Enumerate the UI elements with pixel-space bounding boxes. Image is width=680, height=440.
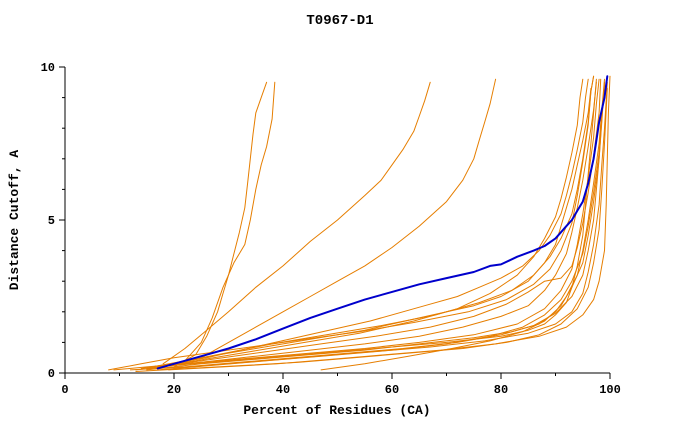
x-tick-label: 20 — [167, 383, 181, 397]
model-16-line — [146, 81, 597, 369]
x-tick-label: 60 — [385, 383, 399, 397]
model-02-line — [184, 81, 276, 362]
x-tick-label: 80 — [494, 383, 508, 397]
y-axis-label: Distance Cutoff, A — [7, 150, 22, 291]
model-08-line — [140, 78, 584, 369]
chart-title: T0967-D1 — [306, 13, 373, 29]
model-04-line — [200, 78, 497, 359]
x-tick-label: 40 — [276, 383, 290, 397]
y-tick-label: 0 — [48, 367, 55, 381]
model-12-line — [113, 78, 600, 371]
x-axis-label: Percent of Residues (CA) — [243, 403, 430, 418]
model-09-line — [157, 81, 608, 371]
model-07-line — [151, 87, 592, 368]
y-tick-label: 5 — [48, 214, 55, 228]
y-tick-label: 10 — [41, 61, 55, 75]
model-17-line — [157, 78, 602, 368]
model-15-line — [168, 75, 611, 371]
model-03-line — [162, 81, 431, 365]
x-tick-label: 0 — [61, 383, 68, 397]
model-10-line — [151, 78, 589, 368]
model-11-line — [129, 81, 605, 371]
model-14-line — [173, 84, 605, 369]
plot-area: 0 20 40 60 80 100 0 5 10 — [41, 61, 621, 397]
highlighted-model-line — [156, 75, 609, 370]
model-01-line — [173, 81, 268, 368]
model-19-line — [320, 81, 605, 371]
x-tick-label: 100 — [599, 383, 621, 397]
model-05-line — [135, 78, 597, 371]
model-20-line — [108, 75, 595, 371]
model-18-line — [135, 87, 608, 372]
model-13-line — [162, 75, 595, 366]
